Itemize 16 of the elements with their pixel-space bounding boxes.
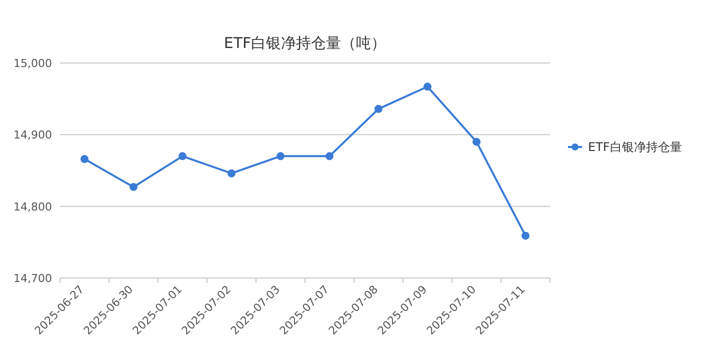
point	[130, 182, 138, 191]
point	[276, 152, 284, 160]
legend-label: ETF白银净持仓量	[588, 140, 682, 154]
point	[326, 152, 334, 160]
y-tick-label: 14,900	[14, 128, 52, 142]
chart-title: ETF白银净持仓量（吨）	[224, 34, 386, 52]
point	[424, 82, 432, 91]
point	[522, 232, 530, 240]
point	[80, 155, 88, 164]
y-tick-label: 15,000	[14, 57, 52, 70]
point	[228, 169, 236, 178]
point	[178, 152, 186, 160]
point	[472, 138, 480, 146]
y-tick-label: 14,700	[14, 272, 52, 285]
y-tick-label: 14,800	[14, 200, 52, 214]
point	[374, 104, 382, 113]
